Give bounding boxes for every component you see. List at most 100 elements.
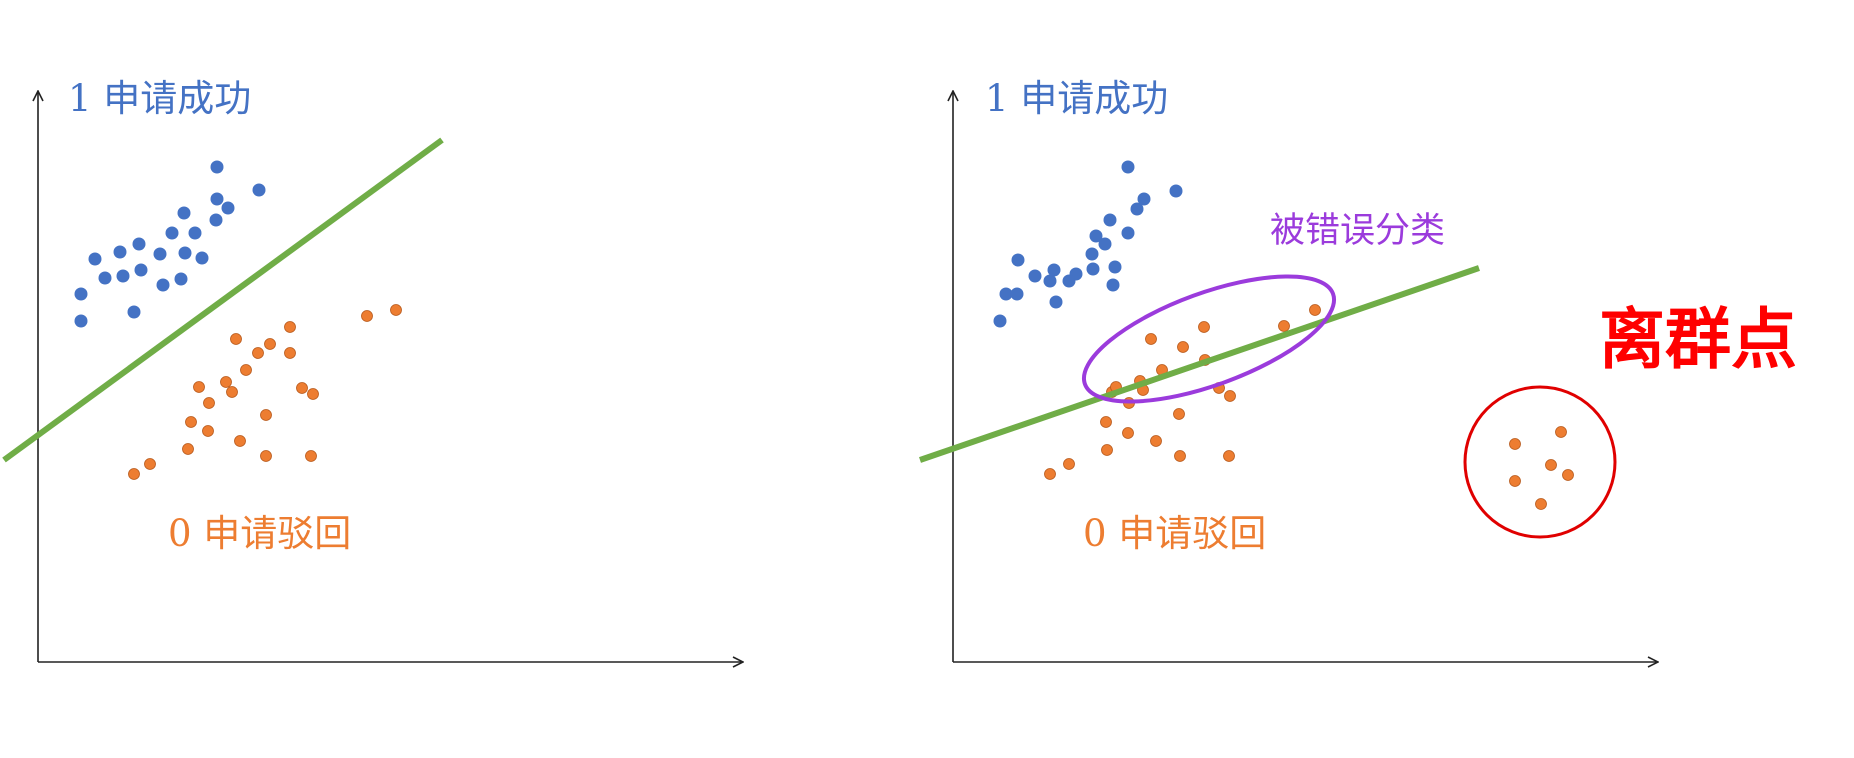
class1-point [88, 252, 102, 266]
left-class1-label: 1 申请成功 [68, 77, 251, 120]
class0-point [260, 409, 272, 421]
class0-point [1044, 468, 1056, 480]
class0-point [1122, 427, 1134, 439]
outlier-point [1545, 459, 1557, 471]
class0-point [1177, 341, 1189, 353]
class0-point [144, 458, 156, 470]
class0-point [230, 333, 242, 345]
class0-point [1063, 458, 1075, 470]
class1-point [1121, 226, 1135, 240]
class0-point [1174, 450, 1186, 462]
class0-point [284, 321, 296, 333]
class1-point [1130, 202, 1144, 216]
class1-point [1098, 237, 1112, 251]
class1-point [252, 183, 266, 197]
class1-point [210, 192, 224, 206]
class0-point [1309, 304, 1321, 316]
outlier-point [1509, 475, 1521, 487]
left-panel: 1 申请成功 0 申请驳回 [2, 77, 742, 662]
class1-point [1062, 274, 1076, 288]
class1-point [1137, 192, 1151, 206]
class1-point [1047, 263, 1061, 277]
class1-point [74, 287, 88, 301]
class1-point [178, 246, 192, 260]
class0-point [307, 388, 319, 400]
class1-point [1028, 269, 1042, 283]
class0-point [203, 397, 215, 409]
class1-point [1086, 262, 1100, 276]
class0-point [1100, 416, 1112, 428]
outlier-label: 离群点 [1599, 301, 1797, 378]
class1-point [113, 245, 127, 259]
class0-point [296, 382, 308, 394]
class0-point [390, 304, 402, 316]
class0-point [252, 347, 264, 359]
left-decision-line [2, 137, 444, 463]
class0-point [1224, 390, 1236, 402]
class0-point [182, 443, 194, 455]
class1-point [1043, 274, 1057, 288]
class0-point [284, 347, 296, 359]
class1-point [1169, 184, 1183, 198]
class1-point [132, 237, 146, 251]
class1-point [210, 160, 224, 174]
class1-point [993, 314, 1007, 328]
class1-point [999, 287, 1013, 301]
class0-point [305, 450, 317, 462]
right-panel: 1 申请成功 0 申请驳回 被错误分类 离群点 [919, 77, 1797, 662]
class0-point [361, 310, 373, 322]
class0-point [1278, 320, 1290, 332]
class0-point [1101, 444, 1113, 456]
class0-point [226, 386, 238, 398]
class1-point [1108, 260, 1122, 274]
class0-point [234, 435, 246, 447]
class1-point [153, 247, 167, 261]
outlier-point [1535, 498, 1547, 510]
left-class0-points [128, 304, 402, 480]
class1-point [1121, 160, 1135, 174]
class1-point [1011, 253, 1025, 267]
class0-point [128, 468, 140, 480]
class1-point [165, 226, 179, 240]
left-class1-points [74, 160, 266, 328]
class1-point [1089, 229, 1103, 243]
class0-point [264, 338, 276, 350]
outlier-point [1509, 438, 1521, 450]
class1-point [1103, 213, 1117, 227]
right-class0-points [1044, 304, 1321, 480]
class1-point [127, 305, 141, 319]
right-class1-points [993, 160, 1183, 328]
class1-point [1049, 295, 1063, 309]
class0-point [1223, 450, 1235, 462]
class1-point [116, 269, 130, 283]
outlier-points [1509, 426, 1574, 510]
class1-point [209, 213, 223, 227]
class0-point [1150, 435, 1162, 447]
class1-point [1010, 287, 1024, 301]
class0-point [1173, 408, 1185, 420]
right-class1-label: 1 申请成功 [985, 77, 1168, 120]
class1-point [221, 201, 235, 215]
class0-point [1145, 333, 1157, 345]
outlier-point [1562, 469, 1574, 481]
class0-point [1198, 321, 1210, 333]
class1-point [188, 226, 202, 240]
outlier-point [1555, 426, 1567, 438]
class1-point [177, 206, 191, 220]
class1-point [174, 272, 188, 286]
misclassified-ellipse [1081, 274, 1337, 404]
class1-point [1106, 278, 1120, 292]
misclassified-label: 被错误分类 [1270, 211, 1445, 251]
right-class0-label: 0 申请驳回 [1083, 512, 1266, 555]
class0-point [240, 364, 252, 376]
class1-point [156, 278, 170, 292]
class0-point [260, 450, 272, 462]
class1-point [1085, 247, 1099, 261]
class0-point [193, 381, 205, 393]
class1-point [195, 251, 209, 265]
left-class0-label: 0 申请驳回 [168, 512, 351, 555]
class1-point [134, 263, 148, 277]
right-decision-line [919, 265, 1480, 463]
class1-point [98, 271, 112, 285]
